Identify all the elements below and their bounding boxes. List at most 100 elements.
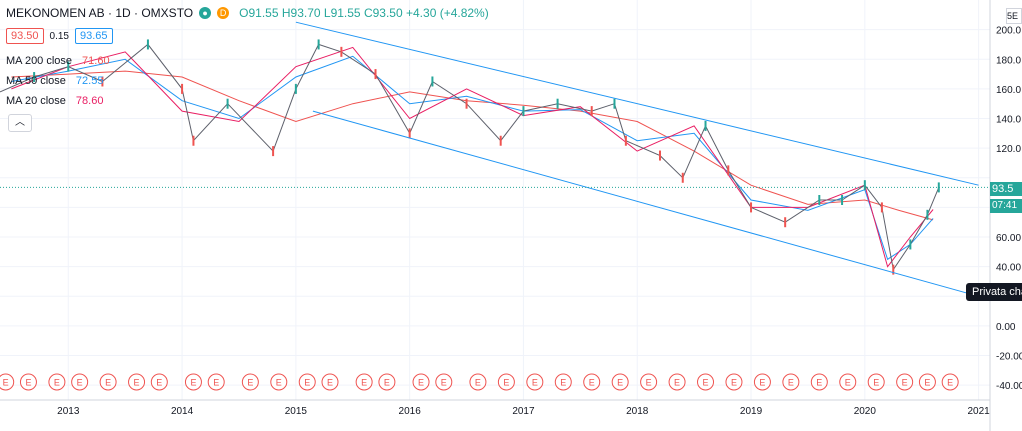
series-channel-bottom	[312, 110, 979, 297]
earnings-marker-label: E	[25, 378, 31, 388]
earnings-marker	[298, 373, 316, 391]
earnings-marker-label: E	[327, 378, 333, 388]
earnings-marker	[611, 373, 629, 391]
earnings-marker	[412, 373, 430, 391]
ma200-legend[interactable]: MA 200 close 71.60	[6, 55, 110, 67]
earnings-marker-label: E	[947, 378, 953, 388]
earnings-marker	[128, 373, 146, 391]
y-tick-label: 200.0	[996, 26, 1021, 37]
earnings-marker-label: E	[532, 378, 538, 388]
earnings-marker-label: E	[213, 378, 219, 388]
earnings-marker-label: E	[788, 378, 794, 388]
high-value: H93.70	[281, 6, 321, 20]
series-ma-50-close	[11, 55, 934, 261]
ma50-legend[interactable]: MA 50 close 72.55	[6, 75, 103, 87]
earnings-marker-label: E	[503, 378, 509, 388]
earnings-marker-label: E	[276, 378, 282, 388]
series-channel-top	[295, 21, 979, 186]
x-tick-label: 2015	[285, 406, 308, 417]
earnings-marker	[941, 373, 959, 391]
private-chart-tooltip: Privata cha	[966, 283, 1022, 301]
change-value: +4.30 (+4.82%)	[406, 6, 489, 20]
earnings-marker-label: E	[759, 378, 765, 388]
earnings-marker	[0, 373, 15, 391]
x-tick-label: 2013	[57, 406, 80, 417]
dividend-badge: D	[217, 7, 230, 19]
earnings-marker-label: E	[134, 378, 140, 388]
scale-settings-button[interactable]: 5E	[1006, 8, 1022, 24]
earnings-marker-label: E	[361, 378, 367, 388]
earnings-marker	[99, 373, 117, 391]
ma200-label: MA 200 close	[6, 55, 73, 67]
x-tick-label: 2019	[740, 406, 763, 417]
x-tick-label: 2021	[967, 406, 990, 417]
y-tick-label: 160.0	[996, 85, 1021, 96]
symbol-title: MEKONOMEN AB · 1D · OMXSTO	[6, 6, 194, 20]
earnings-marker-label: E	[646, 378, 652, 388]
open-value: O91.55	[239, 6, 279, 20]
earnings-marker-label: E	[617, 378, 623, 388]
series-ma-20-close	[11, 46, 934, 268]
y-tick-label: 40.00	[996, 263, 1021, 274]
trade-row: 93.50 0.15 93.65	[6, 28, 113, 44]
earnings-marker	[753, 373, 771, 391]
earnings-marker-label: E	[304, 378, 310, 388]
collapse-legend-button[interactable]: ︿	[8, 114, 32, 132]
earnings-marker-label: E	[247, 378, 253, 388]
earnings-marker	[583, 373, 601, 391]
earnings-marker	[469, 373, 487, 391]
series-close	[0, 43, 940, 271]
earnings-marker-label: E	[475, 378, 481, 388]
earnings-marker-label: E	[924, 378, 930, 388]
earnings-marker-label: E	[105, 378, 111, 388]
ma20-legend[interactable]: MA 20 close 78.60	[6, 95, 103, 107]
earnings-marker	[896, 373, 914, 391]
earnings-marker-label: E	[873, 378, 879, 388]
x-tick-label: 2017	[512, 406, 535, 417]
earnings-marker	[378, 373, 396, 391]
close-value: C93.50	[363, 6, 403, 20]
earnings-marker-label: E	[902, 378, 908, 388]
x-tick-label: 2016	[399, 406, 422, 417]
earnings-marker	[697, 373, 715, 391]
earnings-marker	[150, 373, 168, 391]
symbol-legend: MEKONOMEN AB · 1D · OMXSTO ● D O91.55 H9…	[6, 6, 489, 20]
earnings-marker-label: E	[418, 378, 424, 388]
earnings-marker-label: E	[703, 378, 709, 388]
earnings-marker	[355, 373, 373, 391]
earnings-marker	[668, 373, 686, 391]
y-tick-label: 0.00	[996, 322, 1016, 333]
y-tick-label: 120.0	[996, 144, 1021, 155]
spread-value: 0.15	[49, 30, 69, 42]
sell-button[interactable]: 93.50	[6, 28, 44, 44]
earnings-marker-label: E	[156, 378, 162, 388]
earnings-marker	[270, 373, 288, 391]
low-value: L91.55	[323, 6, 361, 20]
earnings-marker-label: E	[674, 378, 680, 388]
x-tick-label: 2020	[854, 406, 877, 417]
buy-button[interactable]: 93.65	[75, 28, 113, 44]
earnings-marker-label: E	[845, 378, 851, 388]
ohlc-values: O91.55 H93.70 L91.55 C93.50 +4.30 (+4.82…	[239, 6, 489, 20]
countdown-label: 07:41	[990, 199, 1022, 213]
earnings-marker	[810, 373, 828, 391]
earnings-marker-label: E	[560, 378, 566, 388]
earnings-marker-label: E	[3, 378, 9, 388]
last-price-label: 93.5	[990, 182, 1022, 196]
x-tick-label: 2018	[626, 406, 649, 417]
ma200-value: 71.60	[82, 55, 110, 67]
earnings-marker	[640, 373, 658, 391]
earnings-marker	[867, 373, 885, 391]
earnings-marker	[184, 373, 202, 391]
earnings-marker	[918, 373, 936, 391]
earnings-marker	[321, 373, 339, 391]
earnings-marker	[241, 373, 259, 391]
earnings-marker	[526, 373, 544, 391]
earnings-marker	[71, 373, 89, 391]
earnings-marker-label: E	[190, 378, 196, 388]
earnings-marker-label: E	[77, 378, 83, 388]
earnings-marker	[839, 373, 857, 391]
y-tick-label: -40.00	[996, 381, 1022, 392]
earnings-marker	[48, 373, 66, 391]
